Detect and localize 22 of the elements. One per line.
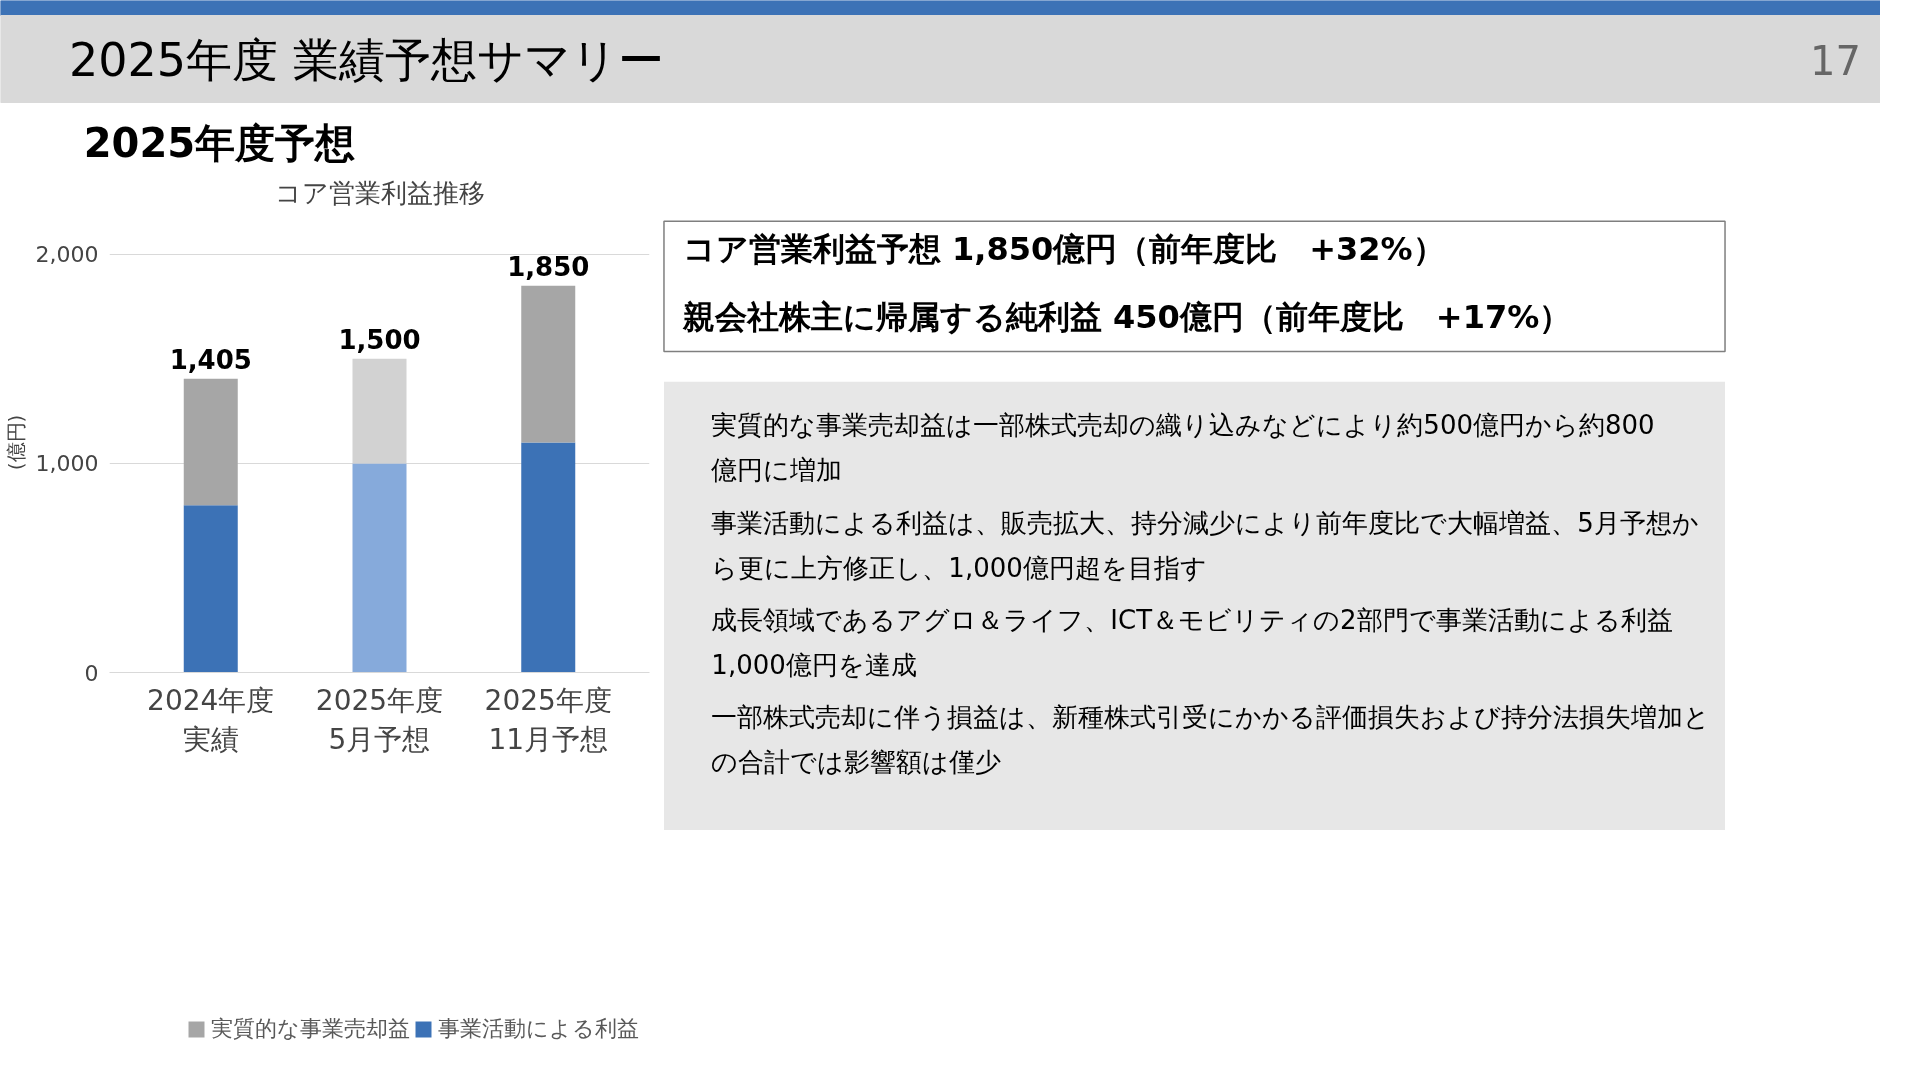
- legend-label: 事業活動による利益: [438, 1015, 639, 1043]
- legend-label: 実質的な事業売却益: [211, 1015, 410, 1043]
- chart-title: コア営業利益推移: [274, 177, 485, 208]
- total-label: 1,405: [169, 344, 252, 375]
- text: 親会社株主に帰属する純利益 450億円（前年度比 +17%）: [681, 297, 1572, 336]
- text: 17: [1810, 37, 1861, 84]
- y-tick-label: 0: [84, 660, 99, 686]
- y-tick-label: 1,000: [35, 451, 99, 477]
- text: 事業活動による利益は、販売拡大、持分減少により前年度比で大幅増益、5月予想から更に上方修正し、1,000億円超を目指す: [711, 507, 1699, 583]
- x-tick-label: 2025年度5月予想: [315, 683, 444, 757]
- text: 2025年度予想: [83, 119, 356, 166]
- text: 一部株式売却に伴う損益は、新種株式引受にかかる評価損失および持分法損失増加との合計では影響額は僅少: [711, 702, 1711, 778]
- y-axis-title: (億円): [3, 414, 28, 471]
- text: コア営業利益予想 1,850億円（前年度比 +32%）: [682, 229, 1445, 268]
- total-label: 1,500: [338, 324, 421, 355]
- text: 2025年度 業績予想サマリー: [69, 32, 664, 87]
- y-tick-label: 2,000: [35, 242, 99, 268]
- text: 実質的な事業売却益は一部株式売却の織り込みなどにより約500億円から約800億円に増加: [711, 410, 1655, 486]
- x-tick-label: 2024年度実績: [147, 683, 275, 757]
- x-tick-label: 2025年度11月予想: [484, 683, 612, 757]
- total-label: 1,850: [507, 251, 590, 282]
- text: 成長領域であるアグロ＆ライフ、ICT＆モビリティの2部門で事業活動による利益1,000億円を達成: [711, 604, 1673, 680]
